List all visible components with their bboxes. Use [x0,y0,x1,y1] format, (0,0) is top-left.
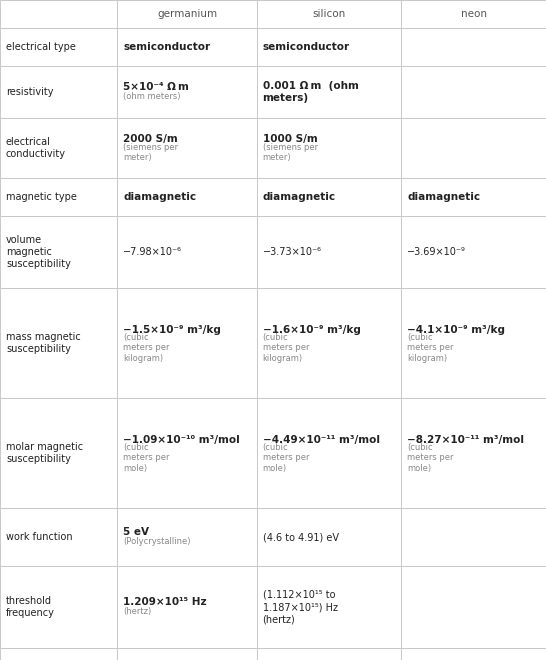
Text: (4.6 to 4.91) eV: (4.6 to 4.91) eV [263,532,339,542]
Bar [117,28,257,66]
Bar [117,288,257,398]
Text: silicon: silicon [312,9,346,19]
Text: −8.27×10⁻¹¹ m³/mol: −8.27×10⁻¹¹ m³/mol [407,435,524,445]
Bar [117,118,257,178]
Bar [401,0,546,28]
Bar [257,0,401,28]
Text: neon: neon [461,9,486,19]
Bar [401,216,546,288]
Text: −3.73×10⁻⁶: −3.73×10⁻⁶ [263,247,322,257]
Bar [257,216,401,288]
Bar [401,508,546,566]
Bar [117,66,257,118]
Bar [401,66,546,118]
Bar [257,398,401,508]
Bar [117,0,257,28]
Bar [0,508,117,566]
Bar [401,288,546,398]
Text: semiconductor: semiconductor [263,42,350,52]
Bar [117,178,257,216]
Bar [117,216,257,288]
Text: (1.112×10¹⁵ to
1.187×10¹⁵) Hz
(hertz): (1.112×10¹⁵ to 1.187×10¹⁵) Hz (hertz) [263,589,337,624]
Bar [117,566,257,648]
Bar [0,118,117,178]
Text: diamagnetic: diamagnetic [407,192,480,202]
Text: 0.001 Ω m  (ohm
meters): 0.001 Ω m (ohm meters) [263,81,359,103]
Text: (siemens per
meter): (siemens per meter) [263,143,318,162]
Text: −1.5×10⁻⁹ m³/kg: −1.5×10⁻⁹ m³/kg [123,325,221,335]
Text: electrical
conductivity: electrical conductivity [6,137,66,159]
Text: molar magnetic
susceptibility: molar magnetic susceptibility [6,442,83,464]
Bar [401,118,546,178]
Text: volume
magnetic
susceptibility: volume magnetic susceptibility [6,234,71,269]
Text: diamagnetic: diamagnetic [263,192,336,202]
Bar [0,0,117,28]
Text: (cubic
meters per
mole): (cubic meters per mole) [263,443,309,473]
Bar [257,118,401,178]
Bar [117,398,257,508]
Bar [0,66,117,118]
Bar [257,288,401,398]
Bar [257,508,401,566]
Bar [0,648,117,660]
Text: (cubic
meters per
mole): (cubic meters per mole) [123,443,170,473]
Text: mass magnetic
susceptibility: mass magnetic susceptibility [6,332,81,354]
Bar [0,178,117,216]
Text: 5×10⁻⁴ Ω m: 5×10⁻⁴ Ω m [123,82,189,92]
Bar [0,288,117,398]
Text: (cubic
meters per
kilogram): (cubic meters per kilogram) [123,333,170,362]
Bar [257,66,401,118]
Text: work function: work function [6,532,73,542]
Text: resistivity: resistivity [6,87,54,97]
Bar [401,28,546,66]
Text: −7.98×10⁻⁶: −7.98×10⁻⁶ [123,247,182,257]
Text: 2000 S/m: 2000 S/m [123,134,178,144]
Text: (ohm meters): (ohm meters) [123,92,181,101]
Text: (cubic
meters per
kilogram): (cubic meters per kilogram) [263,333,309,362]
Text: (siemens per
meter): (siemens per meter) [123,143,179,162]
Text: 1000 S/m: 1000 S/m [263,134,317,144]
Text: −4.49×10⁻¹¹ m³/mol: −4.49×10⁻¹¹ m³/mol [263,435,379,445]
Bar [257,28,401,66]
Bar [0,566,117,648]
Text: −1.09×10⁻¹⁰ m³/mol: −1.09×10⁻¹⁰ m³/mol [123,435,240,445]
Bar [257,566,401,648]
Bar [0,398,117,508]
Bar [0,216,117,288]
Bar [401,398,546,508]
Bar [257,648,401,660]
Text: magnetic type: magnetic type [6,192,77,202]
Text: diamagnetic: diamagnetic [123,192,197,202]
Bar [401,648,546,660]
Text: −1.6×10⁻⁹ m³/kg: −1.6×10⁻⁹ m³/kg [263,325,360,335]
Text: semiconductor: semiconductor [123,42,211,52]
Bar [401,178,546,216]
Text: germanium: germanium [157,9,217,19]
Text: threshold
frequency: threshold frequency [6,596,55,618]
Bar [117,648,257,660]
Text: 1.209×10¹⁵ Hz: 1.209×10¹⁵ Hz [123,597,207,607]
Text: 5 eV: 5 eV [123,527,150,537]
Text: (hertz): (hertz) [123,607,152,616]
Text: (cubic
meters per
kilogram): (cubic meters per kilogram) [407,333,454,362]
Bar [117,508,257,566]
Bar [257,178,401,216]
Text: −4.1×10⁻⁹ m³/kg: −4.1×10⁻⁹ m³/kg [407,325,505,335]
Text: (Polycrystalline): (Polycrystalline) [123,537,191,546]
Text: −3.69×10⁻⁹: −3.69×10⁻⁹ [407,247,466,257]
Text: electrical type: electrical type [6,42,76,52]
Bar [401,566,546,648]
Bar [0,28,117,66]
Text: (cubic
meters per
mole): (cubic meters per mole) [407,443,454,473]
